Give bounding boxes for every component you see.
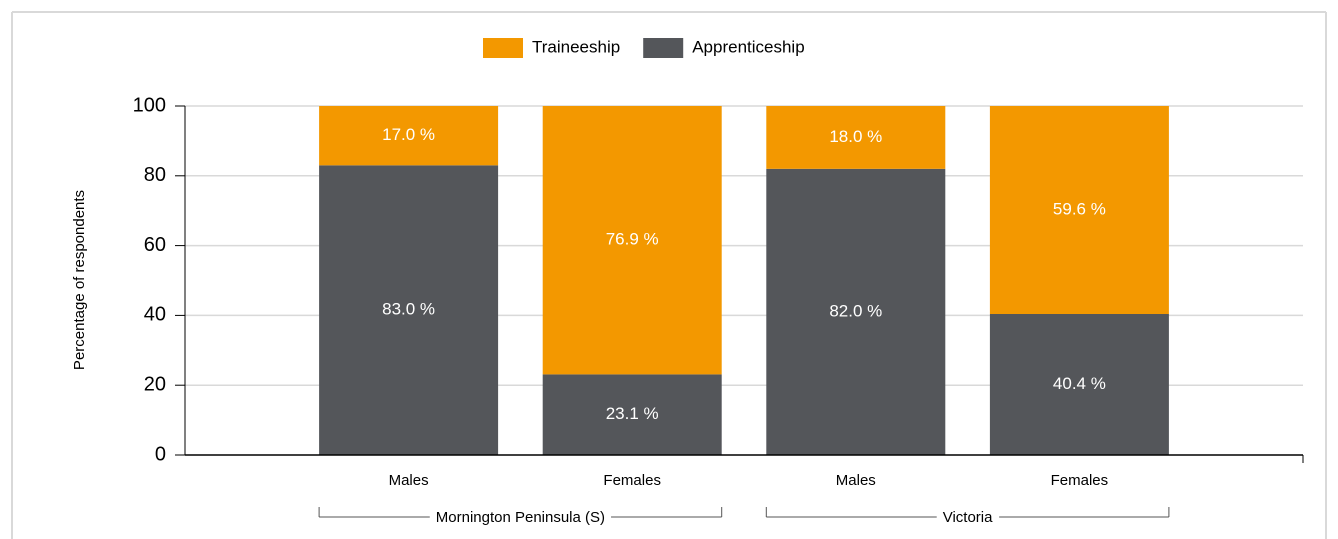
- bar-segment: [542, 374, 722, 455]
- data-label: 40.4 %: [1053, 374, 1106, 393]
- legend-label: Traineeship: [532, 37, 620, 56]
- legend-swatch: [483, 38, 523, 58]
- y-tick-label: 100: [133, 94, 166, 116]
- x-tick-label: Males: [836, 472, 876, 489]
- y-tick-label: 20: [144, 373, 166, 395]
- bar-segment: [542, 106, 722, 375]
- bar-segment: [319, 106, 499, 166]
- group-label-bg: [429, 508, 612, 526]
- y-tick-label: 80: [144, 164, 166, 186]
- x-tick-label: Females: [1051, 472, 1109, 489]
- bar-segment: [989, 106, 1169, 315]
- bar-segment: [766, 168, 946, 455]
- bar-segment: [766, 106, 946, 169]
- data-label: 83.0 %: [382, 300, 435, 319]
- legend-swatch: [643, 38, 684, 58]
- data-label: 76.9 %: [606, 230, 659, 249]
- y-axis-label: Percentage of respondents: [71, 190, 88, 370]
- group-label: Victoria: [943, 509, 993, 526]
- group-label: Mornington Peninsula (S): [436, 509, 605, 526]
- y-tick-label: 60: [144, 234, 166, 256]
- data-label: 17.0 %: [382, 125, 435, 144]
- x-tick-label: Males: [389, 472, 429, 489]
- y-tick-label: 40: [144, 304, 166, 326]
- data-label: 23.1 %: [606, 404, 659, 423]
- group-label-bg: [936, 508, 1000, 526]
- data-label: 18.0 %: [829, 127, 882, 146]
- y-tick-label: 0: [155, 443, 166, 465]
- bar-segment: [989, 314, 1169, 455]
- x-tick-label: Females: [603, 472, 661, 489]
- legend-label: Apprenticeship: [692, 37, 804, 56]
- data-label: 59.6 %: [1053, 199, 1106, 218]
- bar-segment: [319, 165, 499, 455]
- data-label: 82.0 %: [829, 301, 882, 320]
